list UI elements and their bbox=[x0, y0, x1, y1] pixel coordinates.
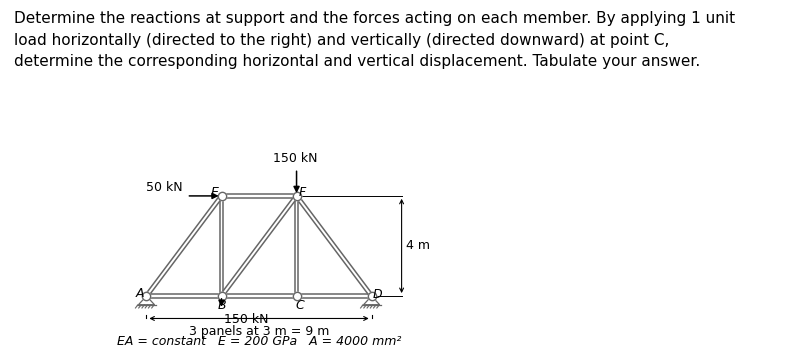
Text: B: B bbox=[217, 299, 226, 312]
Text: D: D bbox=[372, 288, 382, 301]
Text: A: A bbox=[135, 287, 144, 300]
Text: 3 panels at 3 m = 9 m: 3 panels at 3 m = 9 m bbox=[189, 325, 329, 338]
Text: EA = constant   E = 200 GPa   A = 4000 mm²: EA = constant E = 200 GPa A = 4000 mm² bbox=[117, 335, 402, 348]
Text: C: C bbox=[296, 299, 305, 312]
Text: E: E bbox=[211, 186, 219, 199]
Text: Determine the reactions at support and the forces acting on each member. By appl: Determine the reactions at support and t… bbox=[14, 11, 735, 69]
Text: F: F bbox=[298, 186, 305, 199]
Text: 4 m: 4 m bbox=[406, 239, 430, 252]
Text: 150 kN: 150 kN bbox=[273, 152, 317, 165]
Text: 50 kN: 50 kN bbox=[146, 181, 183, 194]
Text: 150 kN: 150 kN bbox=[223, 313, 268, 326]
